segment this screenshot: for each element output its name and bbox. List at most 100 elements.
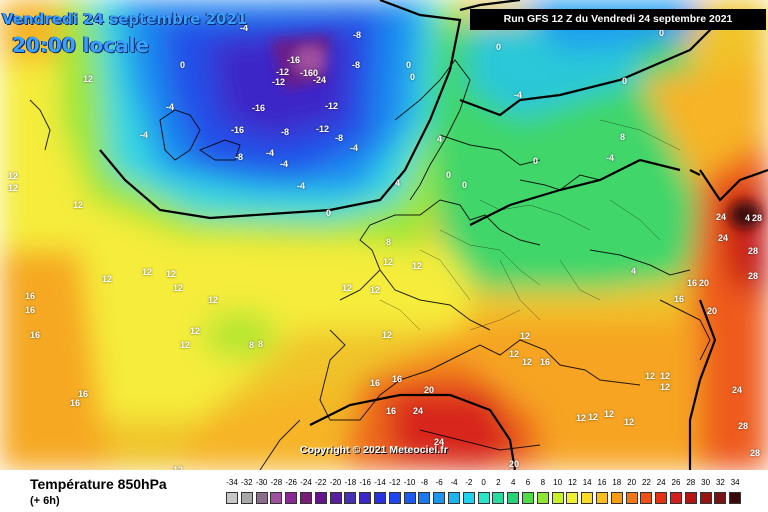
legend-value: -6 xyxy=(435,478,443,487)
legend-swatch xyxy=(314,492,327,504)
temperature-map[interactable]: -16 -12 -24 -12 -160 -16 -12 -16 -12 -8 -8 -8 -4 -4 -4… xyxy=(0,0,768,470)
isotherm-value-label: 8 xyxy=(386,237,392,247)
run-banner: Run GFS 12 Z du Vendredi 24 septembre 20… xyxy=(470,9,766,30)
isotherm-value-label: 0 xyxy=(659,28,665,38)
isotherm-value-label: -8 xyxy=(353,30,362,40)
isotherm-value-label: 28 xyxy=(752,213,763,223)
isotherm-value-label: 20 xyxy=(707,306,718,316)
isotherm-value-label: 16 xyxy=(78,389,89,399)
isotherm-value-label: 16 xyxy=(540,357,551,367)
isotherm-value-label: 12 xyxy=(660,382,671,392)
isotherm-value-label: 8 xyxy=(249,340,255,350)
legend-value: 0 xyxy=(481,478,486,487)
isotherm-value-label: 8 xyxy=(258,339,264,349)
isotherm-value-label: 4 xyxy=(745,213,751,223)
isotherm-value-label: 28 xyxy=(738,421,749,431)
isotherm-value-label: 16 xyxy=(392,374,403,384)
isotherm-value-label: 0 xyxy=(406,60,412,70)
isotherm-value-label: 16 xyxy=(674,294,685,304)
legend-value: -18 xyxy=(344,478,357,487)
isotherm-value-label: 0 xyxy=(533,156,539,166)
legend-value: -14 xyxy=(374,478,386,487)
legend-value: -16 xyxy=(359,478,371,487)
legend-swatch xyxy=(388,492,401,504)
color-legend: -34 -32 -30 -28 -26 -24 -22 -20 -18 -16 -14 -12 -10-… xyxy=(222,470,758,508)
isotherm-value-label: 28 xyxy=(748,271,759,281)
legend-swatch xyxy=(359,492,372,504)
isotherm-value-label: 4 xyxy=(395,178,401,188)
legend-value: -4 xyxy=(450,478,458,487)
isotherm-value-label: 28 xyxy=(748,246,759,256)
isotherm-value-label: -8 xyxy=(335,133,344,143)
isotherm-value-label: -4 xyxy=(240,23,249,33)
legend-swatch xyxy=(240,492,253,504)
isotherm-value-label: 12 xyxy=(576,413,587,423)
legend-value: 6 xyxy=(525,478,531,487)
isotherm-value-label: 16 xyxy=(25,291,36,301)
isotherm-value-label: 16 xyxy=(386,406,397,416)
legend-swatch xyxy=(329,492,342,504)
isotherm-value-label: 12 xyxy=(412,261,423,271)
isotherm-value-label: -8 xyxy=(281,127,290,137)
isotherm-value-label: -4 xyxy=(266,148,275,158)
legend-swatch xyxy=(699,492,712,504)
isotherm-value-label: 0 xyxy=(446,170,452,180)
isotherm-value-label: 12 xyxy=(8,171,19,181)
isotherm-value-label: -8 xyxy=(352,60,361,70)
isotherm-value-label: 12 xyxy=(509,349,520,359)
legend-value: -30 xyxy=(255,478,268,487)
legend-value: 22 xyxy=(641,478,651,487)
isotherm-value-label: 16 xyxy=(370,378,381,388)
legend-swatch xyxy=(374,492,386,504)
isotherm-value-label: -4 xyxy=(140,130,149,140)
legend-swatch xyxy=(448,492,460,504)
legend-value: 12 xyxy=(567,478,577,487)
isotherm-value-label: -160 xyxy=(300,68,319,78)
isotherm-value-label: 20 xyxy=(424,385,435,395)
legend-value: 2 xyxy=(496,478,501,487)
isotherm-value-label: 0 xyxy=(180,60,186,70)
legend-swatch xyxy=(655,492,668,504)
isotherm-value-label: 12 xyxy=(83,74,94,84)
legend-swatch xyxy=(640,492,653,504)
isotherm-value-label: 24 xyxy=(732,385,743,395)
legend-value: -22 xyxy=(315,478,327,487)
legend-value: -20 xyxy=(329,478,342,487)
isotherm-value-label: 12 xyxy=(370,285,381,295)
legend-value: 24 xyxy=(656,478,666,487)
forecast-step: (+ 6h) xyxy=(30,495,60,507)
legend-value: -24 xyxy=(300,478,312,487)
isotherm-value-label: -4 xyxy=(350,143,359,153)
isotherm-value-label: -4 xyxy=(514,90,523,100)
isotherm-value-label: -16 xyxy=(287,55,301,65)
isotherm-value-label: -24 xyxy=(313,75,327,85)
isotherm-value-label: 12 xyxy=(102,274,113,284)
isotherm-value-label: 12 xyxy=(190,326,201,336)
isotherm-value-label: 12 xyxy=(342,283,353,293)
isotherm-value-label: -16 xyxy=(231,125,245,135)
legend-value: 10 xyxy=(553,478,563,487)
legend-value: 4 xyxy=(510,478,516,487)
legend-swatch xyxy=(418,492,431,504)
isotherm-value-label: -4 xyxy=(280,159,289,169)
legend-value: -34 xyxy=(226,478,238,487)
legend-swatch xyxy=(477,492,490,504)
isotherm-value-label: 16 xyxy=(30,330,41,340)
legend-value: -8 xyxy=(420,478,428,487)
legend-swatch xyxy=(684,492,697,504)
isotherm-value-label: 8 xyxy=(620,132,626,142)
legend-swatch xyxy=(670,492,682,504)
isotherm-value-label: 12 xyxy=(645,371,656,381)
legend-swatch xyxy=(433,492,446,504)
legend-value: 32 xyxy=(715,478,725,487)
legend-swatch xyxy=(581,492,594,504)
isotherm-value-label: -4 xyxy=(297,181,306,191)
isotherm-value-label: -12 xyxy=(316,124,330,134)
parameter-title: Température 850hPa xyxy=(30,476,167,492)
isotherm-value-label: 0 xyxy=(622,76,628,86)
isotherm-value-label: 24 xyxy=(716,212,727,222)
isotherm-value-label: 20 xyxy=(509,459,520,469)
legend-swatch xyxy=(729,492,742,504)
copyright-notice: Copyright © 2021 Meteociel.fr xyxy=(300,444,448,456)
isotherm-value-label: 12 xyxy=(73,200,84,210)
